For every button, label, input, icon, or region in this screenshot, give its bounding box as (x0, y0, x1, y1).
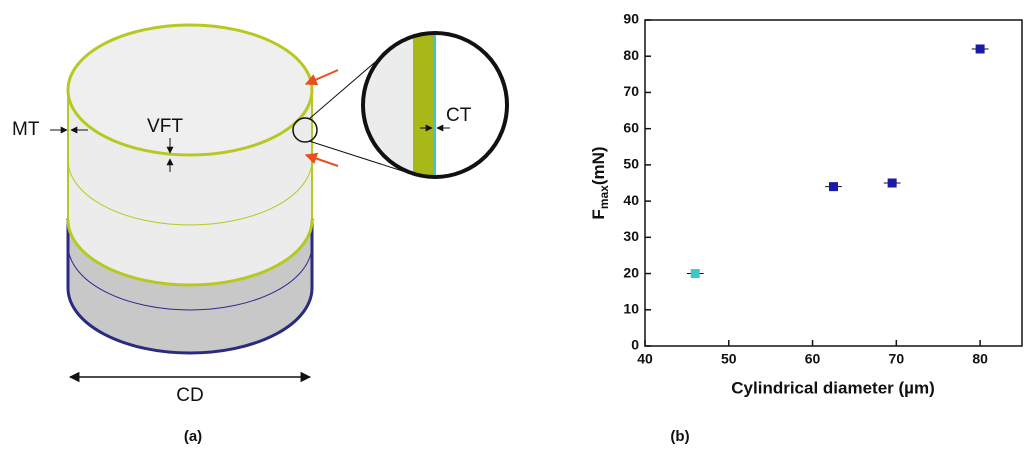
y-axis-title: Fmax(mN) (589, 146, 611, 219)
cylinder-diagram: CT MT VFT CD (a) (12, 25, 511, 445)
figure: CT MT VFT CD (a) (b) Cylindrical diamete… (0, 0, 1030, 450)
x-tick-label: 50 (721, 351, 737, 367)
top-face (68, 25, 312, 155)
x-tick-label: 60 (805, 351, 821, 367)
point (976, 44, 985, 53)
y-tick-label: 80 (623, 47, 639, 63)
y-tick-label: 90 (623, 11, 639, 27)
y-title-sub: max (597, 185, 611, 209)
y-tick-label: 60 (623, 119, 639, 135)
y-tick-label: 50 (623, 156, 639, 172)
caption: (a) (184, 428, 202, 445)
zoom-content (360, 30, 511, 180)
ct-label: CT (446, 105, 472, 126)
y-tick-label: 30 (623, 228, 639, 244)
cd-label: CD (176, 385, 203, 406)
mt-label: MT (12, 119, 40, 140)
vft-label: VFT (147, 116, 183, 137)
y-tick-label: 0 (631, 337, 639, 353)
x-tick-label: 80 (972, 351, 988, 367)
caption: (b) (670, 428, 689, 445)
y-tick-label: 70 (623, 83, 639, 99)
y-tick-label: 20 (623, 264, 639, 280)
y-tick-label: 10 (623, 300, 639, 316)
point (691, 269, 700, 278)
x-tick-label: 40 (637, 351, 653, 367)
x-axis-title: Cylindrical diameter (µm) (731, 378, 934, 397)
y-tick-label: 40 (623, 192, 639, 208)
y-title-main: F (589, 209, 608, 219)
y-title-unit: (mN) (589, 146, 608, 185)
point (829, 182, 838, 191)
x-tick-label: 70 (889, 351, 905, 367)
point (888, 179, 897, 188)
